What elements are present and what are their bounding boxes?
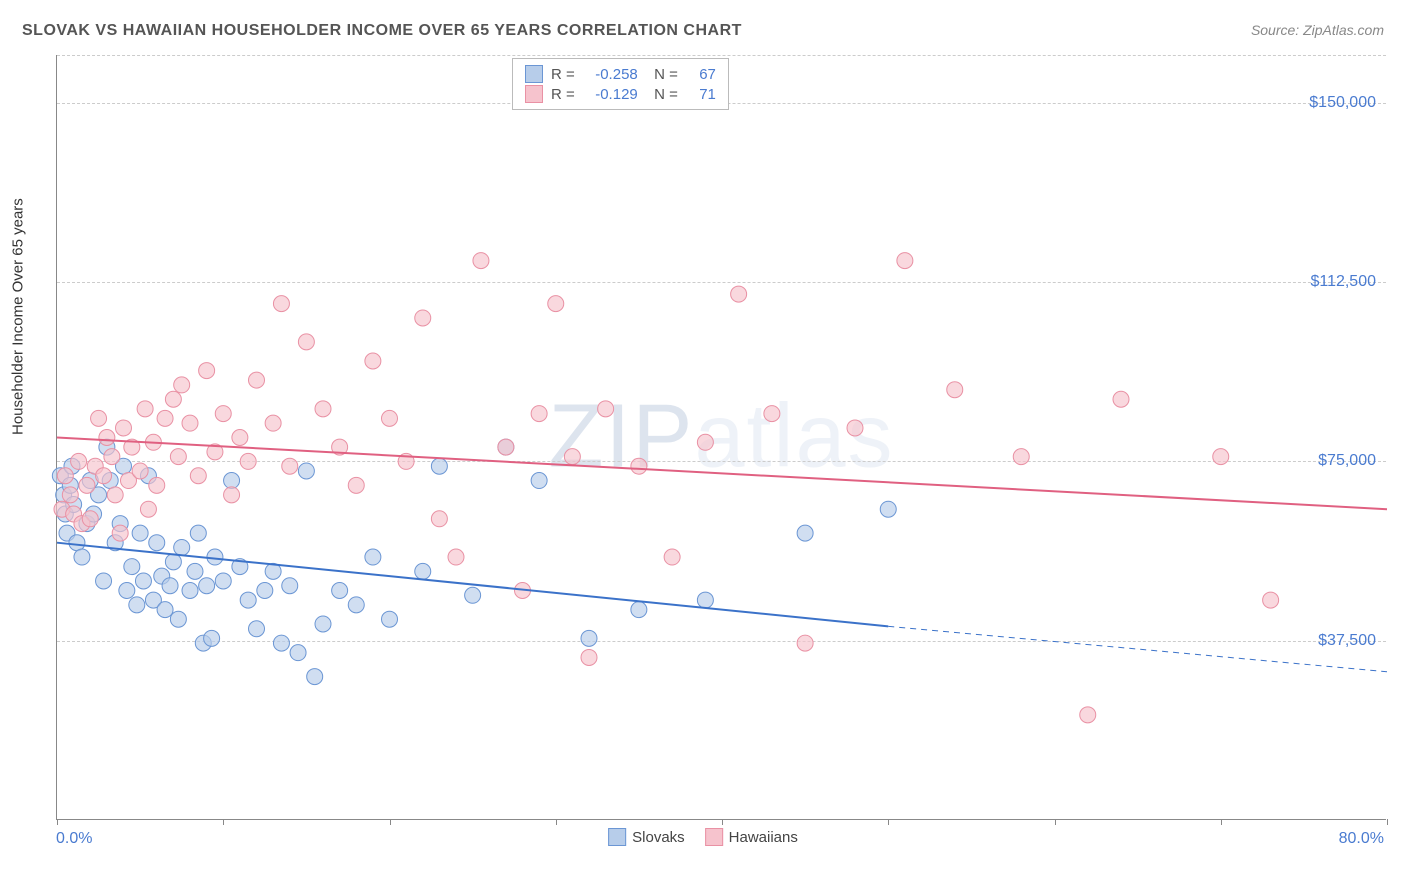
x-tick [223, 819, 224, 825]
source-attribution: Source: ZipAtlas.com [1251, 22, 1384, 38]
correlation-legend-row: R = -0.258 N = 67 [525, 64, 716, 84]
trend-line [57, 438, 1387, 510]
legend-r-label: R = [551, 66, 575, 83]
chart-title: SLOVAK VS HAWAIIAN HOUSEHOLDER INCOME OV… [22, 22, 742, 40]
series-legend: Slovaks Hawaiians [608, 828, 798, 846]
correlation-legend: R = -0.258 N = 67 R = -0.129 N = 71 [512, 58, 729, 110]
y-axis-label: Householder Income Over 65 years [10, 198, 27, 435]
legend-n-label: N = [646, 66, 678, 83]
x-tick [888, 819, 889, 825]
x-tick [722, 819, 723, 825]
legend-swatch [705, 828, 723, 846]
x-tick [1221, 819, 1222, 825]
trend-line [57, 543, 888, 627]
x-tick [1387, 819, 1388, 825]
legend-n-label: N = [646, 86, 678, 103]
legend-item: Slovaks [608, 828, 685, 846]
x-tick [556, 819, 557, 825]
trend-lines [57, 55, 1386, 819]
legend-label: Hawaiians [729, 829, 798, 846]
legend-swatch [525, 85, 543, 103]
legend-n-value: 71 [686, 86, 716, 103]
correlation-legend-row: R = -0.129 N = 71 [525, 84, 716, 104]
legend-label: Slovaks [632, 829, 685, 846]
legend-item: Hawaiians [705, 828, 798, 846]
legend-r-value: -0.258 [583, 66, 638, 83]
x-tick [57, 819, 58, 825]
chart-container: SLOVAK VS HAWAIIAN HOUSEHOLDER INCOME OV… [0, 0, 1406, 892]
legend-n-value: 67 [686, 66, 716, 83]
x-tick [1055, 819, 1056, 825]
legend-r-value: -0.129 [583, 86, 638, 103]
x-axis-min-label: 0.0% [56, 830, 92, 848]
legend-r-label: R = [551, 86, 575, 103]
plot-area: ZIPatlas $37,500$75,000$112,500$150,000 … [56, 55, 1386, 820]
legend-swatch [525, 65, 543, 83]
x-axis-max-label: 80.0% [1339, 830, 1384, 848]
trend-line-extrapolated [888, 626, 1387, 671]
legend-swatch [608, 828, 626, 846]
x-tick [390, 819, 391, 825]
